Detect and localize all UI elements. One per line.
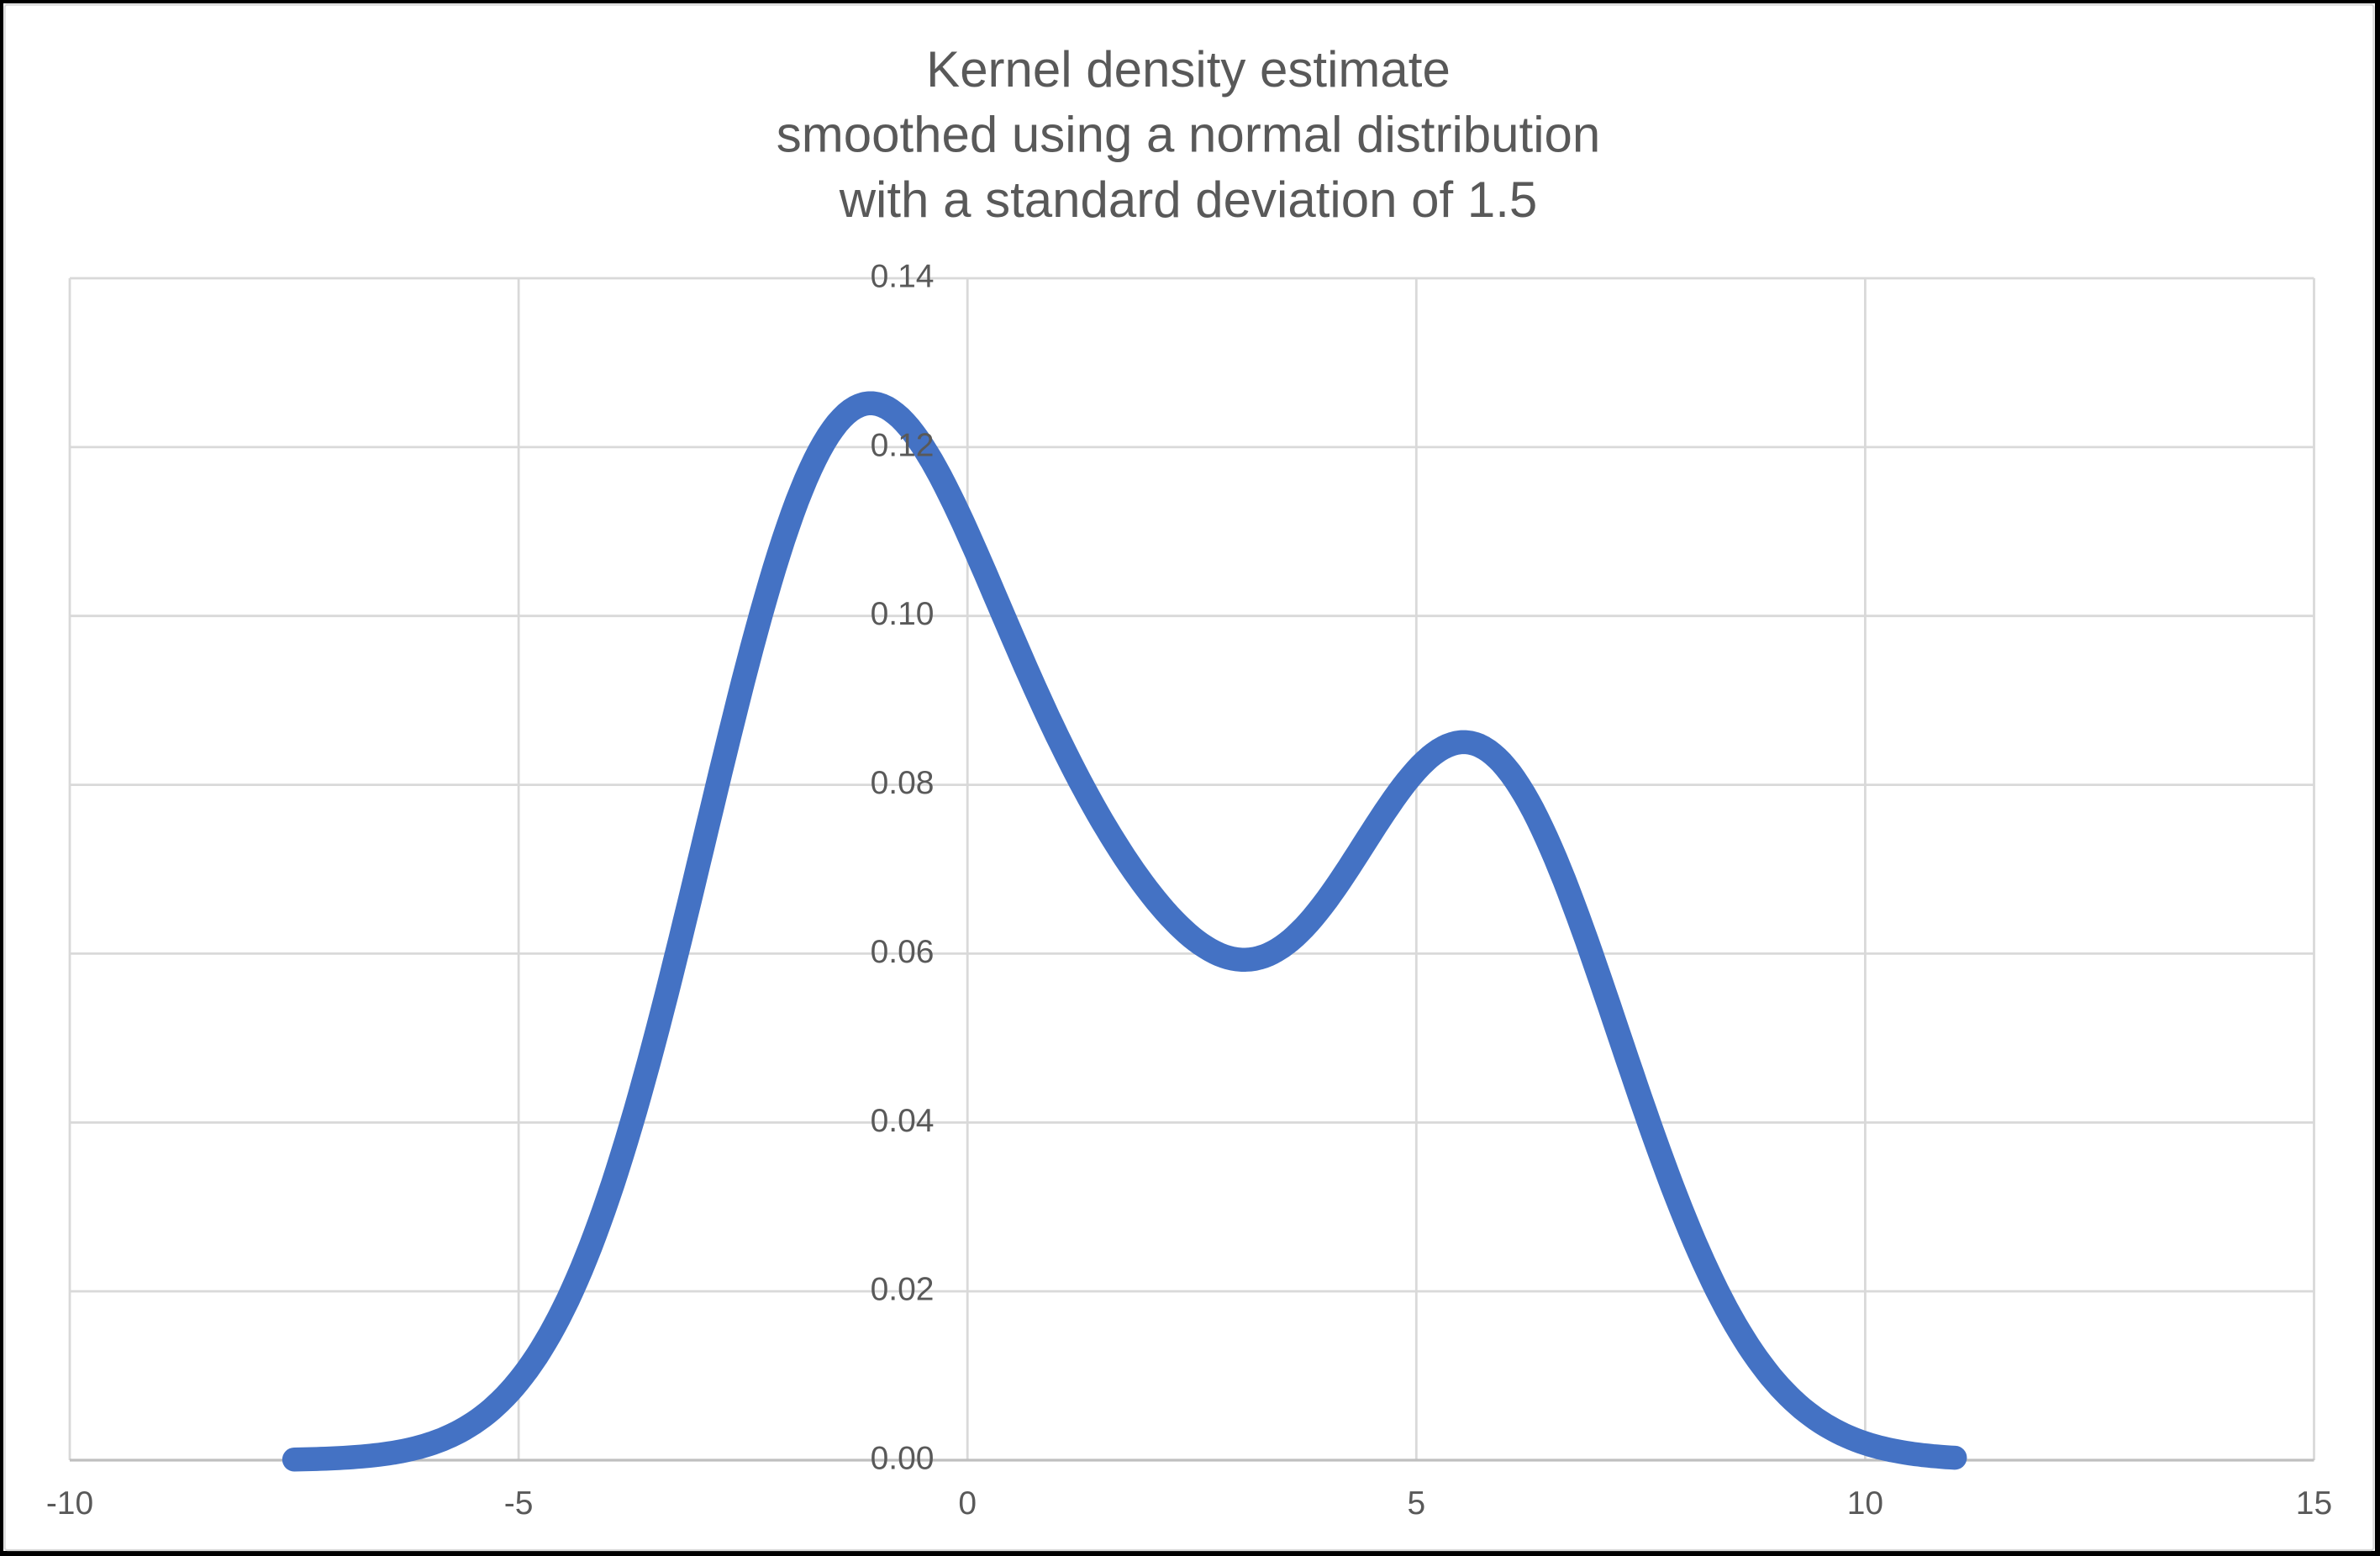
- svg-text:15: 15: [2296, 1485, 2332, 1522]
- svg-text:0.08: 0.08: [871, 765, 935, 801]
- svg-text:0.00: 0.00: [871, 1441, 935, 1477]
- svg-text:0.02: 0.02: [871, 1272, 935, 1308]
- svg-text:10: 10: [1847, 1485, 1883, 1522]
- svg-text:-5: -5: [504, 1485, 534, 1522]
- svg-text:smoothed using a normal distri: smoothed using a normal distribution: [777, 106, 1601, 162]
- svg-text:0.06: 0.06: [871, 934, 935, 970]
- svg-text:0.04: 0.04: [871, 1103, 935, 1139]
- svg-text:0.10: 0.10: [871, 596, 935, 632]
- svg-text:Kernel density estimate: Kernel density estimate: [926, 41, 1451, 98]
- svg-text:with a standard deviation of 1: with a standard deviation of 1.5: [839, 171, 1538, 228]
- svg-text:0.12: 0.12: [871, 427, 935, 463]
- svg-text:0.14: 0.14: [871, 259, 935, 295]
- svg-text:-10: -10: [46, 1485, 93, 1522]
- svg-text:0: 0: [958, 1485, 977, 1522]
- svg-text:5: 5: [1407, 1485, 1425, 1522]
